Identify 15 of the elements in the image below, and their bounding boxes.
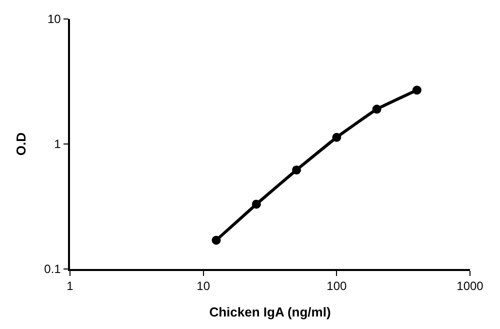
y-tick-label: 10: [47, 12, 62, 26]
point: [332, 132, 342, 142]
x-axis-title: Chicken IgA (ng/ml): [209, 304, 331, 320]
point: [372, 104, 382, 114]
x-tick-label: 1: [66, 279, 74, 294]
x-tick-label: 1000: [456, 279, 484, 294]
y-tick-label: 1: [54, 137, 62, 152]
point: [252, 200, 261, 209]
x-tick-label: 100: [326, 279, 347, 294]
point: [292, 165, 302, 174]
point: [212, 236, 221, 245]
point: [412, 86, 422, 95]
y-tick-label: 0.1: [44, 262, 62, 276]
y-axis-title: O.D: [14, 132, 29, 156]
x-tick-label: 10: [196, 279, 210, 294]
